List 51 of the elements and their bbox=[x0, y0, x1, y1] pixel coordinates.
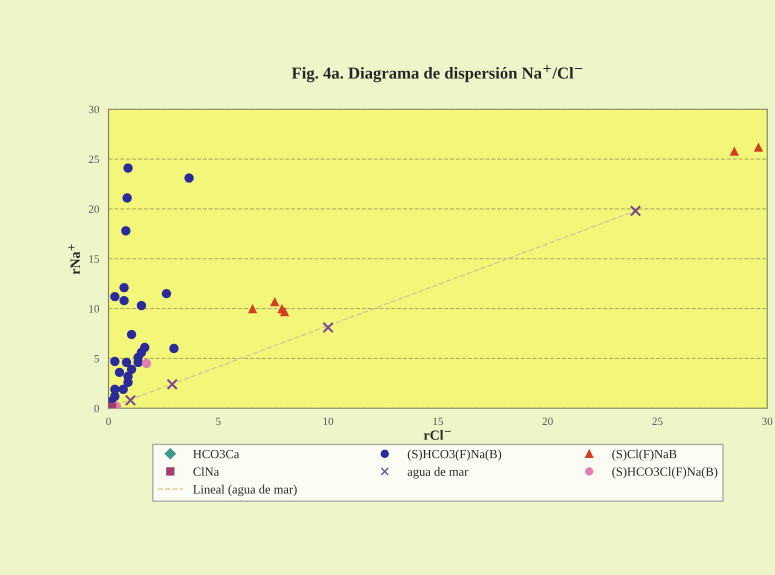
x-tick-label: 0 bbox=[106, 418, 111, 426]
point bbox=[630, 205, 642, 217]
legend-label: (S)Cl(F)NaB bbox=[612, 449, 676, 461]
legend-label: agua de mar bbox=[408, 467, 468, 479]
point bbox=[126, 364, 136, 374]
point bbox=[110, 356, 120, 366]
x-tick-label: 5 bbox=[216, 418, 221, 426]
x-tick-label: 20 bbox=[542, 418, 553, 426]
point bbox=[270, 296, 280, 306]
point bbox=[322, 322, 334, 334]
point bbox=[166, 378, 178, 390]
legend-label: HCO3Ca bbox=[193, 450, 240, 458]
chart-title: Fig. 4a. Diagrama de dispersión Na$^{+}$/Cl$^{−}$ bbox=[292, 64, 582, 82]
point bbox=[142, 358, 152, 368]
point bbox=[126, 330, 136, 340]
point bbox=[169, 344, 179, 354]
point bbox=[730, 146, 739, 156]
point bbox=[119, 282, 129, 292]
point bbox=[110, 292, 120, 302]
point bbox=[280, 306, 290, 316]
point bbox=[123, 163, 133, 173]
legend-label: ClNa bbox=[193, 467, 220, 476]
legend-label: (S)HCO3(F)Na(B) bbox=[408, 449, 502, 461]
point bbox=[124, 394, 136, 406]
y-tick-label: 25 bbox=[88, 156, 100, 164]
y-tick-label: 20 bbox=[88, 205, 100, 213]
x-tick-label: 15 bbox=[433, 418, 443, 426]
point bbox=[136, 300, 146, 310]
legend-label: Lineal (agua de mar) bbox=[193, 484, 297, 496]
y-tick-label: 10 bbox=[89, 305, 100, 313]
point bbox=[162, 288, 172, 298]
point bbox=[184, 173, 194, 183]
point bbox=[754, 142, 764, 152]
point bbox=[118, 384, 128, 394]
point bbox=[123, 378, 133, 387]
y-tick-label: 30 bbox=[88, 106, 100, 114]
y-axis-title: rNa$^{+}$ bbox=[68, 244, 80, 274]
point bbox=[121, 226, 131, 236]
x-tick-label: 25 bbox=[652, 418, 663, 426]
legend-label: (S)HCO3Cl(F)Na(B) bbox=[612, 467, 718, 478]
point bbox=[122, 193, 132, 203]
x-axis-title: rCl$^{−}$ bbox=[424, 430, 451, 440]
point bbox=[248, 304, 258, 314]
y-tick-label: 5 bbox=[94, 354, 100, 362]
point bbox=[114, 368, 124, 378]
point bbox=[122, 358, 132, 368]
x-tick-label: 10 bbox=[324, 418, 334, 426]
point bbox=[119, 296, 129, 306]
y-tick-label: 15 bbox=[89, 255, 100, 263]
y-tick-label: 0 bbox=[94, 404, 100, 412]
x-tick-label: 30 bbox=[762, 418, 772, 426]
